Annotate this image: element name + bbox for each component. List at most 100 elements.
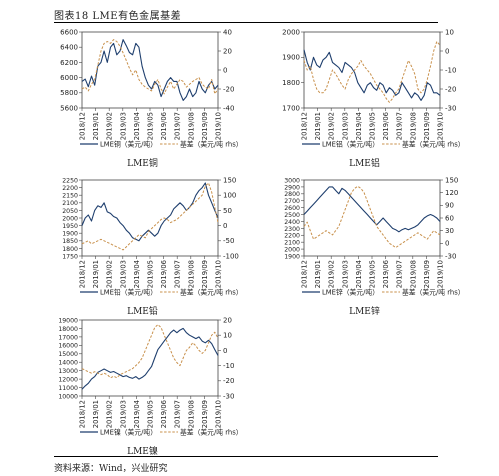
y-right-tick-label: -50 [223, 237, 234, 245]
x-tick-label: 2019/07 [396, 112, 404, 140]
price-series-line [81, 182, 219, 242]
x-tick-label: 2019/01 [92, 400, 100, 428]
y-left-tick-label: 6600 [60, 28, 78, 36]
x-tick-label: 2019/06 [160, 260, 168, 288]
y-left-tick-label: 2500 [284, 212, 300, 219]
price-series-line [303, 186, 441, 233]
chart-nickel: 10000 11000 12000 13000 14000 15000 16000 17000… [40, 316, 245, 457]
y-left-tick-label: 5600 [60, 104, 78, 112]
x-tick-label: 2019/10 [215, 112, 223, 140]
y-left-tick-label: 17000 [58, 334, 78, 341]
y-left-tick-label: 2000 [62, 215, 78, 222]
x-tick-label: 2019/09 [201, 260, 209, 288]
x-tick-label: 2019/09 [423, 260, 431, 288]
chart-aluminium: 1700 1800 1900 2000 -30 -20 -10 0 10 2018/12 2019/… [262, 28, 467, 169]
y-right-tick-label: -10 [223, 362, 234, 370]
y-right-tick-label: -30 [445, 252, 456, 260]
x-tick-label: 2019/10 [437, 112, 445, 140]
y-right-tick-label: 20 [223, 316, 232, 324]
y-left-tick-label: 19000 [58, 317, 78, 324]
legend-basis-label: 基差（美元/吨 rhs） [180, 288, 243, 297]
y-left-tick-label: 2250 [62, 177, 78, 184]
x-tick-label: 2019/08 [409, 112, 417, 140]
x-tick-label: 2019/07 [174, 112, 182, 140]
y-left-tick-label: 1800 [282, 79, 300, 87]
x-tick-label: 2019/09 [201, 400, 209, 428]
x-tick-label: 2019/08 [187, 112, 195, 140]
x-tick-label: 2018/12 [79, 400, 87, 428]
y-right-tick-label: 30 [445, 227, 454, 235]
y-left-tick-label: 1900 [284, 253, 300, 260]
x-tick-label: 2019/05 [147, 112, 155, 140]
y-left-tick-label: 18000 [58, 326, 78, 333]
y-left-tick-label: 2150 [62, 193, 78, 200]
x-tick-label: 2018/12 [301, 112, 309, 140]
basis-series-line [303, 41, 441, 103]
x-tick-label: 2019/08 [187, 260, 195, 288]
y-left-tick-label: 14000 [58, 360, 78, 367]
y-left-tick-label: 1950 [62, 223, 78, 230]
legend-basis-label: 基差（美元/吨 rhs） [402, 140, 465, 149]
plot-frame [81, 319, 219, 397]
y-right-tick-label: -20 [445, 85, 456, 93]
y-right-tick-label: -20 [223, 85, 234, 93]
price-series-line [303, 49, 441, 101]
x-tick-label: 2019/03 [341, 260, 349, 288]
y-right-tick-label: 0 [223, 66, 227, 74]
y-left-tick-label: 1850 [62, 238, 78, 245]
chart-svg: 1700 1800 1900 2000 -30 -20 -10 0 10 2018/12 2019/… [282, 28, 465, 149]
x-tick-label: 2018/12 [79, 112, 87, 140]
x-tick-label: 2019/01 [92, 260, 100, 288]
legend-basis-label: 基差（美元/吨 rhs） [402, 288, 465, 297]
x-tick-label: 2019/01 [314, 260, 322, 288]
y-right-tick-label: 60 [445, 214, 454, 222]
basis-series-line [81, 39, 219, 95]
y-left-tick-label: 1900 [62, 231, 78, 238]
y-right-tick-label: 100 [223, 192, 236, 200]
x-tick-label: 2019/07 [174, 260, 182, 288]
y-left-tick-label: 1750 [62, 253, 78, 260]
y-left-tick-label: 2700 [284, 198, 300, 205]
chart-title: LME锌 [349, 307, 380, 317]
y-left-tick-label: 2100 [62, 200, 78, 207]
y-left-tick-label: 2900 [284, 184, 300, 191]
x-tick-label: 2019/08 [187, 400, 195, 428]
y-right-tick-label: -30 [445, 104, 456, 112]
x-tick-label: 2019/04 [133, 260, 141, 288]
y-right-tick-label: 150 [223, 176, 236, 184]
x-tick-label: 2019/09 [423, 112, 431, 140]
plot-frame [81, 179, 219, 257]
y-right-tick-label: -30 [223, 392, 234, 400]
x-tick-label: 2019/10 [215, 260, 223, 288]
chart-svg: 5600 5800 6000 6200 6400 6600 -40 -20 0 20 40 2018/… [60, 28, 242, 148]
x-tick-label: 2019/05 [369, 112, 377, 140]
y-left-tick-label: 15000 [58, 351, 78, 358]
chart-title: LME镍 [127, 447, 158, 457]
y-left-tick-label: 13000 [58, 368, 78, 375]
x-tick-label: 2019/01 [92, 112, 100, 140]
y-right-tick-label: 10 [445, 28, 454, 36]
y-left-tick-label: 2300 [284, 226, 300, 233]
x-tick-label: 2019/03 [119, 260, 127, 288]
chart-title: LME铅 [127, 307, 158, 317]
legend-basis-label: 基差（美元/吨 rhs） [180, 428, 243, 437]
plot-frame [303, 31, 441, 109]
x-tick-label: 2019/07 [174, 400, 182, 428]
x-tick-label: 2019/04 [133, 112, 141, 140]
x-tick-label: 2019/08 [409, 260, 417, 288]
x-tick-label: 2019/04 [355, 260, 363, 288]
y-left-tick-label: 16000 [58, 343, 78, 350]
figure-title: 图表18 LME有色金属基差 [54, 11, 182, 22]
y-right-tick-label: 50 [223, 207, 232, 215]
x-tick-label: 2018/12 [79, 260, 87, 288]
y-right-tick-label: -100 [223, 252, 239, 260]
y-left-tick-label: 2600 [284, 205, 300, 212]
source-rule [54, 456, 438, 457]
y-left-tick-label: 6400 [60, 44, 78, 52]
y-left-tick-label: 2400 [284, 219, 300, 226]
chart-lead: 1750 1800 1850 1900 1950 2000 2050 2100 2150 2200… [40, 176, 245, 317]
y-right-tick-label: 0 [223, 222, 227, 230]
y-left-tick-label: 2000 [282, 28, 300, 36]
legend-price-label: LME锌（美元/吨） [322, 288, 379, 297]
